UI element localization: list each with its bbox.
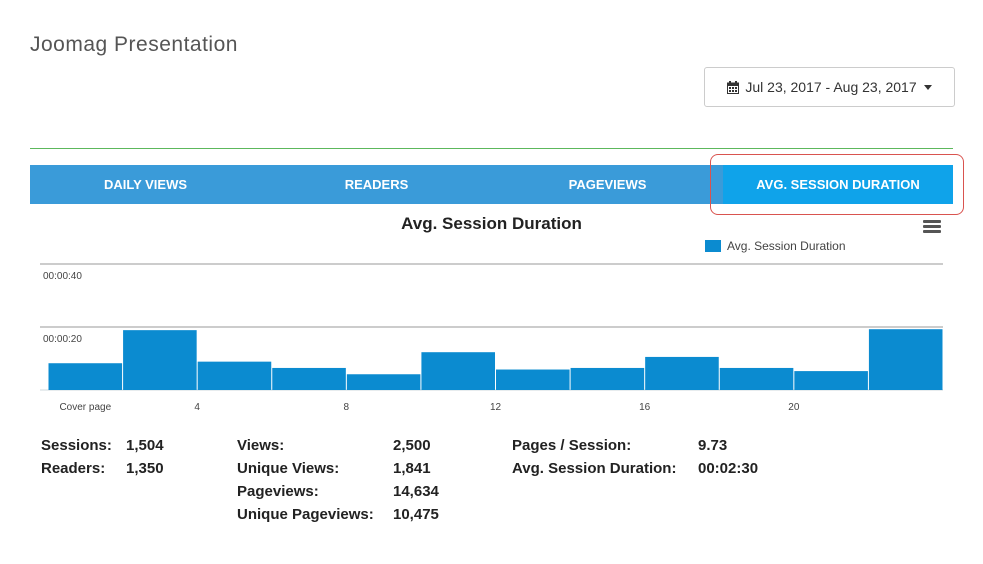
y-tick-label: 00:00:40 xyxy=(43,271,82,282)
stat-row: Unique Views: 1,841 xyxy=(237,457,439,480)
chart-bar xyxy=(868,329,943,390)
stat-row: Avg. Session Duration: 00:02:30 xyxy=(512,457,758,480)
stat-label: Unique Pageviews: xyxy=(237,506,374,523)
stat-row: Readers: 1,350 xyxy=(41,457,164,480)
page-title: Joomag Presentation xyxy=(30,33,238,56)
stat-value: 10,475 xyxy=(393,506,439,523)
chart-bar xyxy=(123,330,197,390)
chart-bar xyxy=(421,352,495,390)
stat-label: Pageviews: xyxy=(237,483,319,500)
x-tick-label: 20 xyxy=(788,402,800,413)
calendar-icon xyxy=(727,80,740,94)
stat-value: 1,350 xyxy=(126,460,164,477)
stats-column-2: Views: 2,500 Unique Views: 1,841 Pageviews… xyxy=(237,434,439,526)
stat-label: Pages / Session: xyxy=(512,437,632,454)
chart-bar xyxy=(197,361,272,390)
chart-title: Avg. Session Duration xyxy=(401,214,582,233)
stats-column-1: Sessions: 1,504 Readers: 1,350 xyxy=(41,434,164,480)
chart-bar xyxy=(645,356,719,390)
chart-bar xyxy=(570,367,645,390)
y-tick-label: 00:00:20 xyxy=(43,334,82,345)
x-tick-label: 8 xyxy=(344,402,350,413)
chart-bar xyxy=(346,374,421,390)
hamburger-menu-icon[interactable] xyxy=(921,218,943,236)
stat-label: Sessions: xyxy=(41,437,112,454)
tab-readers[interactable]: READERS xyxy=(344,177,409,192)
stat-row: Sessions: 1,504 xyxy=(41,434,164,457)
stats-column-3: Pages / Session: 9.73 Avg. Session Durati… xyxy=(512,434,758,480)
chart-bar xyxy=(272,367,346,390)
chart-bar xyxy=(48,363,123,390)
date-range-picker[interactable]: Jul 23, 2017 - Aug 23, 2017 xyxy=(704,67,955,107)
stat-value: 14,634 xyxy=(393,483,439,500)
x-tick-label: 12 xyxy=(490,402,502,413)
date-range-label: Jul 23, 2017 - Aug 23, 2017 xyxy=(745,79,917,95)
stat-label: Unique Views: xyxy=(237,460,340,477)
tab-daily-views[interactable]: DAILY VIEWS xyxy=(103,177,188,192)
x-tick-label: 16 xyxy=(639,402,651,413)
stat-label: Avg. Session Duration: xyxy=(512,460,677,477)
stat-value: 1,504 xyxy=(126,437,164,454)
chart-bar xyxy=(719,367,794,390)
tab-avg-session-duration[interactable]: AVG. SESSION DURATION xyxy=(723,165,953,204)
tab-pageviews[interactable]: PAGEVIEWS xyxy=(568,177,647,192)
legend-swatch xyxy=(705,240,721,252)
x-tick-label: Cover page xyxy=(59,402,111,413)
metric-tabs: DAILY VIEWS READERS PAGEVIEWS AVG. SESSI… xyxy=(30,165,953,204)
stat-value: 1,841 xyxy=(393,460,431,477)
section-divider xyxy=(30,148,953,149)
stat-value: 9.73 xyxy=(698,437,728,454)
stat-value: 2,500 xyxy=(393,437,431,454)
chart-bar xyxy=(496,369,570,390)
x-tick-label: 4 xyxy=(194,402,200,413)
chart-legend[interactable]: Avg. Session Duration xyxy=(705,239,846,253)
stat-label: Readers: xyxy=(41,460,106,477)
legend-label: Avg. Session Duration xyxy=(727,239,846,253)
chart-bar xyxy=(794,371,868,390)
stat-row: Pageviews: 14,634 xyxy=(237,480,439,503)
stat-row: Pages / Session: 9.73 xyxy=(512,434,758,457)
stat-label: Views: xyxy=(237,437,285,454)
bar-chart: 00:00:40 00:00:20 Cover page 4 8 12 16 20 xyxy=(40,263,943,413)
stat-value: 00:02:30 xyxy=(698,460,759,477)
stat-row: Unique Pageviews: 10,475 xyxy=(237,503,439,526)
stat-row: Views: 2,500 xyxy=(237,434,439,457)
caret-down-icon xyxy=(923,84,932,90)
